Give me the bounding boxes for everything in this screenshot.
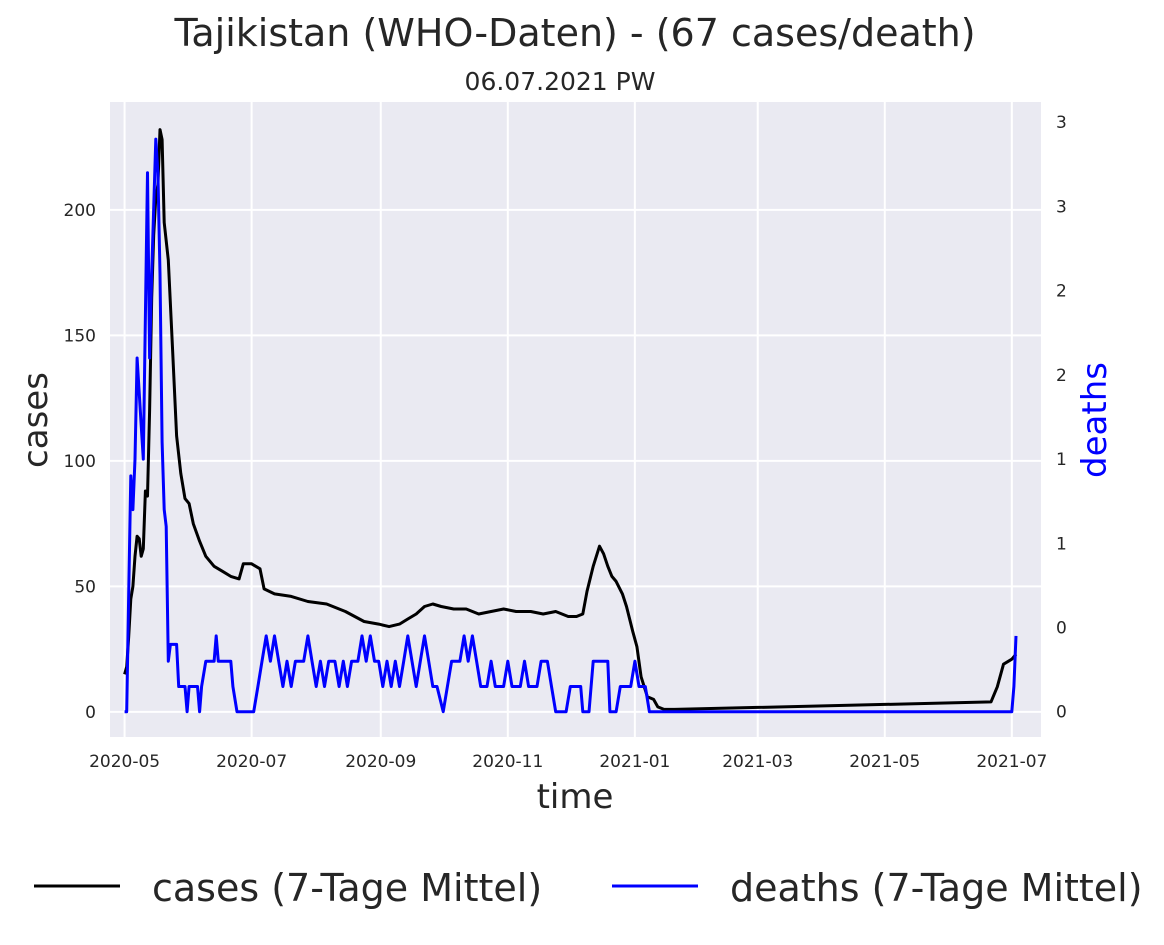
x-tick-label: 2020-05 [89,752,160,772]
y2-tick-label: 0 [1056,619,1067,639]
series-layer [123,128,1018,714]
y-tick-label: 150 [64,326,96,346]
x-axis-label: time [537,777,614,817]
tick-labels: 2020-05 2020-07 2020-09 2020-11 2021-01 2021-… [64,113,1067,772]
y-tick-label: 200 [64,201,96,221]
x-tick-label: 2020-09 [345,752,416,772]
y2-tick-label: 3 [1056,113,1067,133]
x-tick-label: 2021-03 [722,752,793,772]
plot-area [110,102,1041,737]
y2-tick-label: 1 [1056,534,1067,554]
x-tick-label: 2021-05 [849,752,920,772]
y2-tick-label: 1 [1056,450,1067,470]
y2-tick-label: 2 [1056,366,1067,386]
legend-label-deaths: deaths (7-Tage Mittel) [730,866,1143,910]
legend-label-cases: cases (7-Tage Mittel) [152,866,542,910]
y2-tick-label: 2 [1056,282,1067,302]
x-tick-label: 2021-01 [599,752,670,772]
chart-subtitle: 06.07.2021 PW [465,67,656,96]
x-tick-label: 2021-07 [976,752,1047,772]
y-tick-label: 50 [74,577,96,597]
plot-background [110,102,1041,737]
deaths-line [124,137,1018,714]
y2-tick-label: 0 [1056,703,1067,723]
legend: cases (7-Tage Mittel) deaths (7-Tage Mit… [34,866,1143,910]
x-tick-label: 2020-11 [472,752,543,772]
y-tick-label: 100 [64,452,96,472]
grid-lines [110,102,1041,737]
y-tick-label: 0 [85,703,96,723]
chart-title: Tajikistan (WHO-Daten) - (67 cases/death… [173,11,975,55]
x-tick-label: 2020-07 [216,752,287,772]
y2-tick-label: 3 [1056,197,1067,217]
y-axis-label: cases [16,372,56,468]
y2-axis-label: deaths [1075,362,1115,478]
